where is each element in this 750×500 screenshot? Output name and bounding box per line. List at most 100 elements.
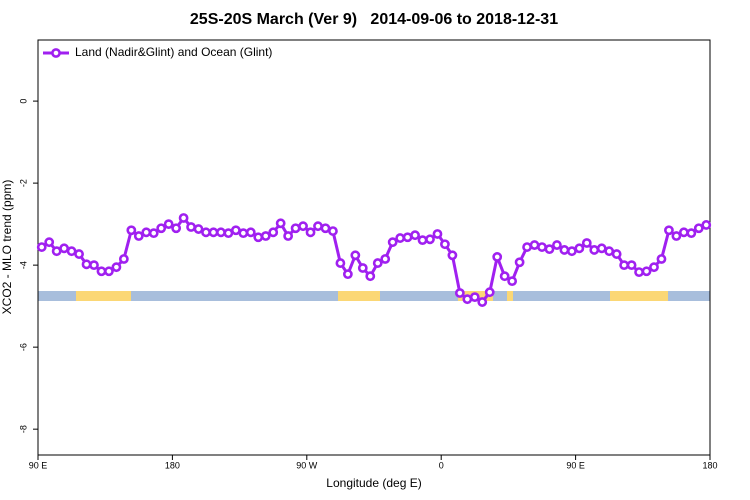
point	[387, 237, 398, 248]
point	[305, 227, 316, 238]
point	[365, 271, 376, 282]
point	[126, 225, 137, 236]
point	[36, 242, 47, 252]
point	[544, 244, 555, 255]
point	[51, 246, 62, 257]
x-tick-label: 90 E	[566, 460, 585, 470]
point	[649, 262, 659, 273]
point	[484, 287, 495, 298]
legend-label: Land (Nadir&Glint) and Ocean (Glint)	[75, 45, 272, 59]
point	[342, 269, 353, 280]
point	[238, 228, 249, 239]
point	[611, 249, 622, 259]
point	[634, 267, 644, 278]
point	[395, 233, 406, 243]
point	[260, 231, 271, 241]
point	[44, 237, 55, 248]
point	[589, 245, 600, 255]
point	[477, 297, 488, 307]
land-band	[76, 291, 131, 301]
point	[201, 227, 211, 238]
x-tick-label: 180	[702, 460, 717, 470]
land-band	[507, 291, 513, 301]
point	[671, 231, 682, 241]
point	[320, 223, 331, 234]
point	[171, 223, 182, 234]
point	[156, 223, 167, 234]
point	[290, 223, 301, 234]
point	[574, 243, 585, 254]
point	[350, 250, 361, 261]
point	[417, 235, 428, 246]
point	[507, 276, 518, 287]
point	[216, 227, 226, 238]
point	[447, 250, 458, 261]
point	[104, 266, 114, 277]
x-tick-label: 90 E	[29, 460, 48, 470]
point	[559, 245, 570, 255]
point	[656, 254, 667, 264]
point	[89, 260, 99, 271]
point	[693, 223, 704, 234]
point	[514, 257, 525, 268]
point	[96, 266, 107, 277]
point	[619, 260, 630, 271]
point	[133, 231, 144, 241]
point	[499, 271, 510, 282]
point	[372, 258, 383, 268]
land-ocean-mask	[38, 291, 710, 301]
point	[298, 221, 308, 232]
point	[626, 260, 637, 271]
point	[440, 239, 450, 250]
point	[604, 246, 615, 257]
point	[664, 225, 674, 236]
x-tick-label: 90 W	[296, 460, 318, 470]
point	[328, 226, 338, 236]
point	[566, 246, 577, 257]
point	[118, 254, 129, 264]
point	[596, 243, 607, 254]
y-tick-label: -8	[18, 425, 28, 433]
point	[462, 294, 473, 305]
point	[432, 229, 443, 239]
point	[529, 240, 540, 250]
point	[253, 232, 264, 243]
point	[111, 262, 122, 273]
point	[208, 227, 219, 238]
y-tick-label: -6	[18, 343, 28, 351]
chart-title: 25S-20S March (Ver 9) 2014-09-06 to 2018…	[190, 11, 558, 28]
point	[425, 234, 435, 245]
point	[275, 218, 286, 229]
point	[686, 228, 697, 239]
y-tick-label: 0	[18, 99, 28, 104]
y-tick-label: -4	[18, 261, 28, 269]
point	[335, 258, 346, 268]
point	[283, 231, 294, 241]
y-tick-label: -2	[18, 179, 28, 187]
point	[230, 225, 241, 236]
point	[701, 220, 712, 230]
point	[268, 227, 279, 238]
point	[178, 213, 189, 223]
point	[402, 232, 413, 243]
point	[66, 246, 77, 257]
x-axis-label: Longitude (deg E)	[326, 476, 421, 490]
point	[522, 242, 532, 252]
point	[469, 292, 480, 303]
point	[492, 252, 503, 262]
point	[163, 219, 174, 230]
land-band	[610, 291, 668, 301]
point	[380, 254, 391, 264]
point	[552, 240, 562, 250]
point	[148, 228, 159, 239]
point	[245, 227, 256, 238]
point	[357, 263, 368, 273]
point	[537, 242, 547, 252]
legend-marker	[51, 48, 61, 58]
x-tick-label: 0	[439, 460, 444, 470]
point	[193, 224, 204, 234]
point	[59, 243, 70, 254]
point	[74, 249, 84, 259]
point	[186, 222, 196, 232]
